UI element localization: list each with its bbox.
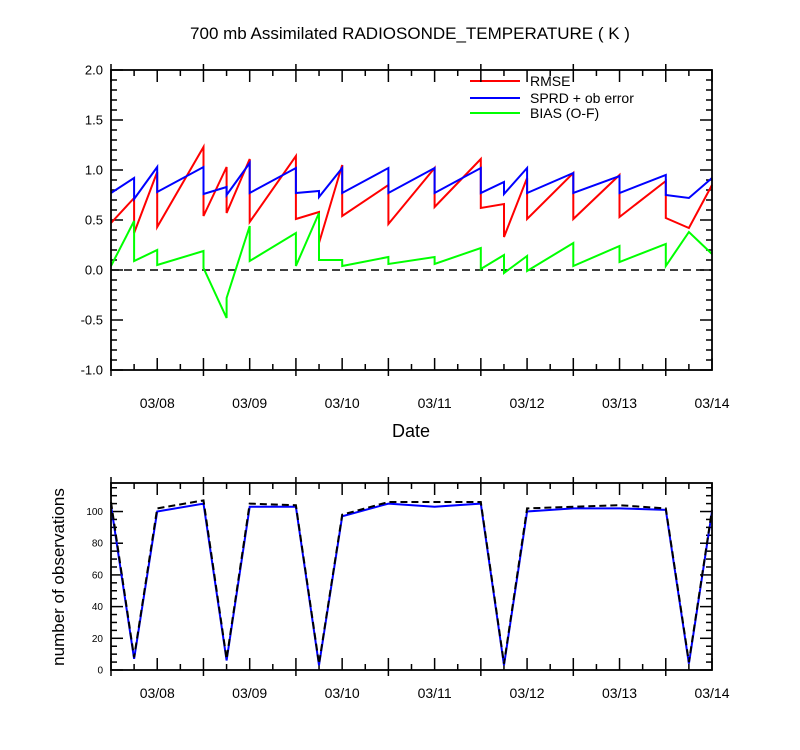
y-tick-label: 100	[86, 507, 103, 518]
y-tick-label: 40	[92, 602, 104, 613]
y-tick-label: 80	[92, 539, 104, 550]
legend-label-sprd: SPRD + ob error	[530, 90, 634, 106]
bottom-chart: number of observations 03/08 03/09 03/10 03…	[49, 477, 730, 701]
plot-frame	[110, 482, 713, 671]
y-tick-label: 60	[92, 570, 104, 581]
x-tick-label: 03/10	[325, 685, 360, 701]
axis-ticks: 03/08 03/09 03/10 03/11 03/12 03/13 03/14 0 20 40…	[86, 477, 730, 701]
y-axis-label: number of observations	[49, 488, 68, 666]
x-tick-label: 03/14	[694, 685, 729, 701]
x-tick-label: 03/09	[232, 395, 267, 411]
y-tick-label: 2.0	[85, 63, 103, 78]
chart-title: 700 mb Assimilated RADIOSONDE_TEMPERATUR…	[190, 24, 630, 43]
series-line-total	[110, 499, 713, 664]
legend-label-rmse: RMSE	[530, 73, 570, 89]
x-tick-label: 03/14	[694, 395, 729, 411]
y-tick-label: -1.0	[81, 363, 103, 378]
x-tick-label: 03/08	[140, 395, 175, 411]
y-tick-label: 0.0	[85, 263, 103, 278]
series-line-used	[110, 502, 713, 666]
x-tick-label: 03/10	[325, 395, 360, 411]
x-axis-label: Date	[392, 421, 430, 441]
axis-ticks: 03/08 03/09 03/10 03/11 03/12 03/13 03/14 -1.0 -…	[81, 63, 730, 411]
legend: RMSE SPRD + ob error BIAS (O-F)	[470, 73, 634, 121]
y-tick-label: 1.5	[85, 113, 103, 128]
plot-frame	[110, 69, 713, 371]
series-line-bias-o-f	[110, 212, 713, 319]
series-line-rmse	[110, 143, 713, 244]
x-tick-label: 03/13	[602, 685, 637, 701]
x-tick-label: 03/11	[418, 685, 452, 701]
x-tick-label: 03/11	[418, 395, 452, 411]
series-line-sprd-ob-error	[110, 159, 713, 203]
x-tick-label: 03/12	[510, 685, 545, 701]
y-tick-label: -0.5	[81, 313, 103, 328]
x-tick-label: 03/09	[232, 685, 267, 701]
x-tick-label: 03/13	[602, 395, 637, 411]
y-tick-label: 1.0	[85, 163, 103, 178]
y-tick-label: 0.5	[85, 213, 103, 228]
x-tick-label: 03/08	[140, 685, 175, 701]
top-chart: 700 mb Assimilated RADIOSONDE_TEMPERATUR…	[81, 24, 730, 441]
legend-label-bias: BIAS (O-F)	[530, 105, 599, 121]
y-tick-label: 0	[97, 666, 103, 677]
y-tick-label: 20	[92, 634, 104, 645]
x-tick-label: 03/12	[510, 395, 545, 411]
